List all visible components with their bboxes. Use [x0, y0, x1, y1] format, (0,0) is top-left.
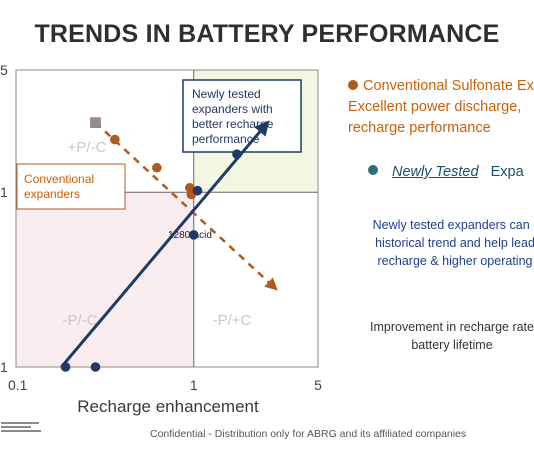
newly-tested-data-point: [188, 230, 199, 240]
newly-tested-callout-text: better recharge: [192, 117, 274, 131]
conventional-data-point: [110, 134, 120, 145]
legend-conventional-line2: Excellent power discharge,: [348, 99, 522, 115]
newly-tested-data-point: [60, 362, 71, 372]
y-tick-label: 1: [0, 359, 8, 375]
conventional-callout-text: expanders: [24, 187, 80, 201]
note-1-line-2: historical trend and help lead: [375, 236, 534, 250]
legend-conventional-marker: [348, 80, 358, 90]
newly-tested-callout-text: expanders with: [192, 102, 273, 116]
quadrant-label: +P/-C: [68, 139, 107, 156]
legend-newly-tested-marker: [368, 165, 378, 175]
x-tick-label: 1: [190, 377, 198, 393]
legend-newly-tested-rest: Expa: [490, 164, 524, 180]
conventional-callout-box: [16, 163, 126, 210]
y-tick-label: 5: [0, 62, 8, 78]
newly-tested-callout-text: performance: [192, 132, 260, 146]
quadrant-label: -P/+C: [213, 312, 252, 329]
newly-tested-data-point: [232, 149, 242, 159]
note-paragraph-2: Improvement in recharge rate battery lif…: [352, 318, 534, 354]
note-1-line-3: recharge & higher operating: [377, 254, 533, 268]
conventional-trend-arrow: [94, 121, 278, 291]
legend-conventional-line1: Conventional Sulfonate Ex: [363, 78, 534, 94]
note-2-line-2: battery lifetime: [411, 338, 493, 352]
legend-conventional: Conventional Sulfonate Ex Excellent powe…: [348, 76, 534, 139]
page-title: TRENDS IN BATTERY PERFORMANCE: [34, 20, 500, 48]
legend-conventional-line3: recharge performance: [348, 120, 491, 136]
footer-confidential: Confidential - Distribution only for ABR…: [150, 428, 467, 440]
y-tick-label: 1: [0, 184, 8, 200]
small-print-logo: [1, 420, 43, 434]
note-2-line-1: Improvement in recharge rate: [370, 320, 534, 334]
newly-tested-callout-text: Newly tested: [192, 87, 261, 101]
x-axis-label: Recharge enhancement: [77, 397, 259, 416]
quadrant-label: -P/-C: [63, 312, 98, 329]
newly-tested-data-point: [90, 362, 101, 372]
plot-frame: [15, 69, 319, 368]
newly-tested-callout-box: [182, 79, 302, 153]
newly-tested-trend-arrow: [60, 120, 270, 368]
conventional-data-point: [152, 162, 162, 173]
conventional-start-marker: [90, 117, 101, 128]
newly-tested-data-point: [192, 185, 203, 196]
conventional-callout-text: Conventional: [24, 172, 94, 186]
legend-newly-tested: Newly Tested Expa: [368, 164, 524, 180]
note-paragraph-1: Newly tested expanders can r historical …: [350, 216, 534, 270]
note-1-line-1: Newly tested expanders can r: [372, 218, 534, 232]
legend-newly-tested-italic: Newly Tested: [392, 164, 479, 180]
quadrant-lower-left: [16, 192, 194, 367]
x-tick-label: 0.1: [8, 377, 28, 393]
x-tick-label: 5: [314, 377, 322, 393]
